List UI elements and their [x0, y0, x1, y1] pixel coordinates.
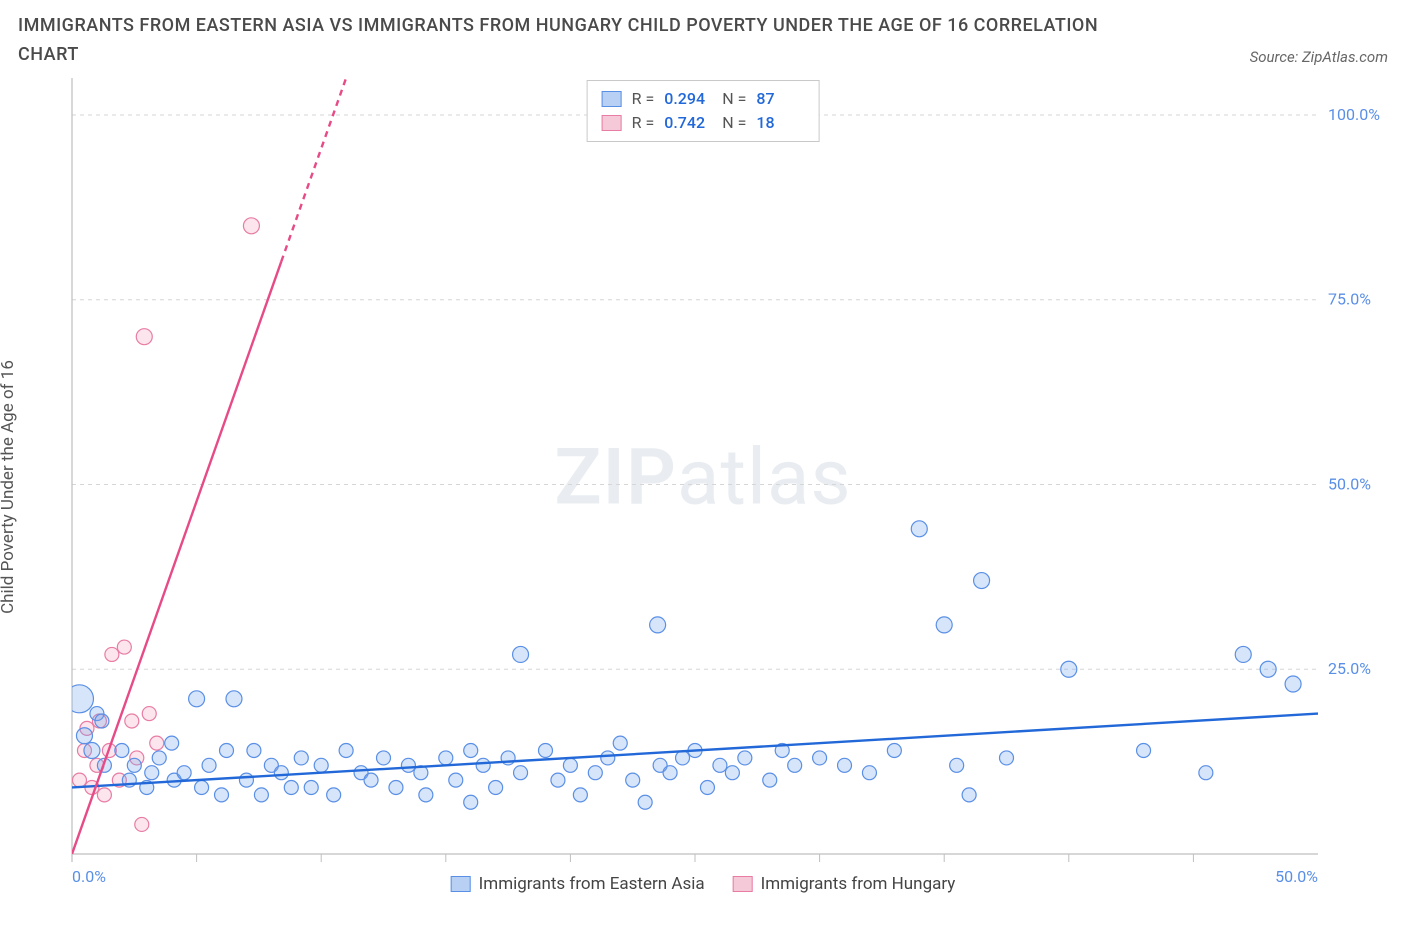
svg-text:75.0%: 75.0% — [1328, 290, 1371, 309]
n-value-a: 87 — [756, 87, 804, 111]
chart-container: Child Poverty Under the Age of 16 ZIPatl… — [18, 74, 1388, 900]
stats-row-a: R = 0.294 N = 87 — [602, 87, 805, 111]
swatch-series-b — [602, 115, 622, 131]
r-value-a: 0.294 — [664, 87, 712, 111]
r-value-b: 0.742 — [664, 111, 712, 135]
swatch-series-b — [733, 876, 753, 892]
stats-legend: R = 0.294 N = 87 R = 0.742 N = 18 — [587, 80, 820, 142]
n-label: N = — [722, 87, 746, 111]
r-label: R = — [632, 87, 655, 111]
chart-title: IMMIGRANTS FROM EASTERN ASIA VS IMMIGRAN… — [18, 12, 1118, 70]
legend-label-a: Immigrants from Eastern Asia — [479, 874, 705, 894]
r-label: R = — [632, 111, 655, 135]
legend-label-b: Immigrants from Hungary — [761, 874, 956, 894]
svg-text:0.0%: 0.0% — [72, 867, 106, 886]
svg-text:100.0%: 100.0% — [1328, 105, 1380, 124]
n-value-b: 18 — [756, 111, 804, 135]
svg-text:25.0%: 25.0% — [1328, 659, 1371, 678]
legend-item-b: Immigrants from Hungary — [733, 874, 956, 894]
swatch-series-a — [451, 876, 471, 892]
source-citation: Source: ZipAtlas.com — [1250, 48, 1388, 70]
svg-text:50.0%: 50.0% — [1275, 867, 1318, 886]
stats-row-b: R = 0.742 N = 18 — [602, 111, 805, 135]
y-axis-label: Child Poverty Under the Age of 16 — [0, 360, 18, 614]
legend-item-a: Immigrants from Eastern Asia — [451, 874, 705, 894]
n-label: N = — [722, 111, 746, 135]
svg-text:50.0%: 50.0% — [1328, 474, 1371, 493]
scatter-plot: 25.0% 50.0% 75.0% 100.0% 0.0% 50.0% — [58, 74, 1388, 900]
swatch-series-a — [602, 91, 622, 107]
bottom-legend: Immigrants from Eastern Asia Immigrants … — [451, 874, 956, 894]
